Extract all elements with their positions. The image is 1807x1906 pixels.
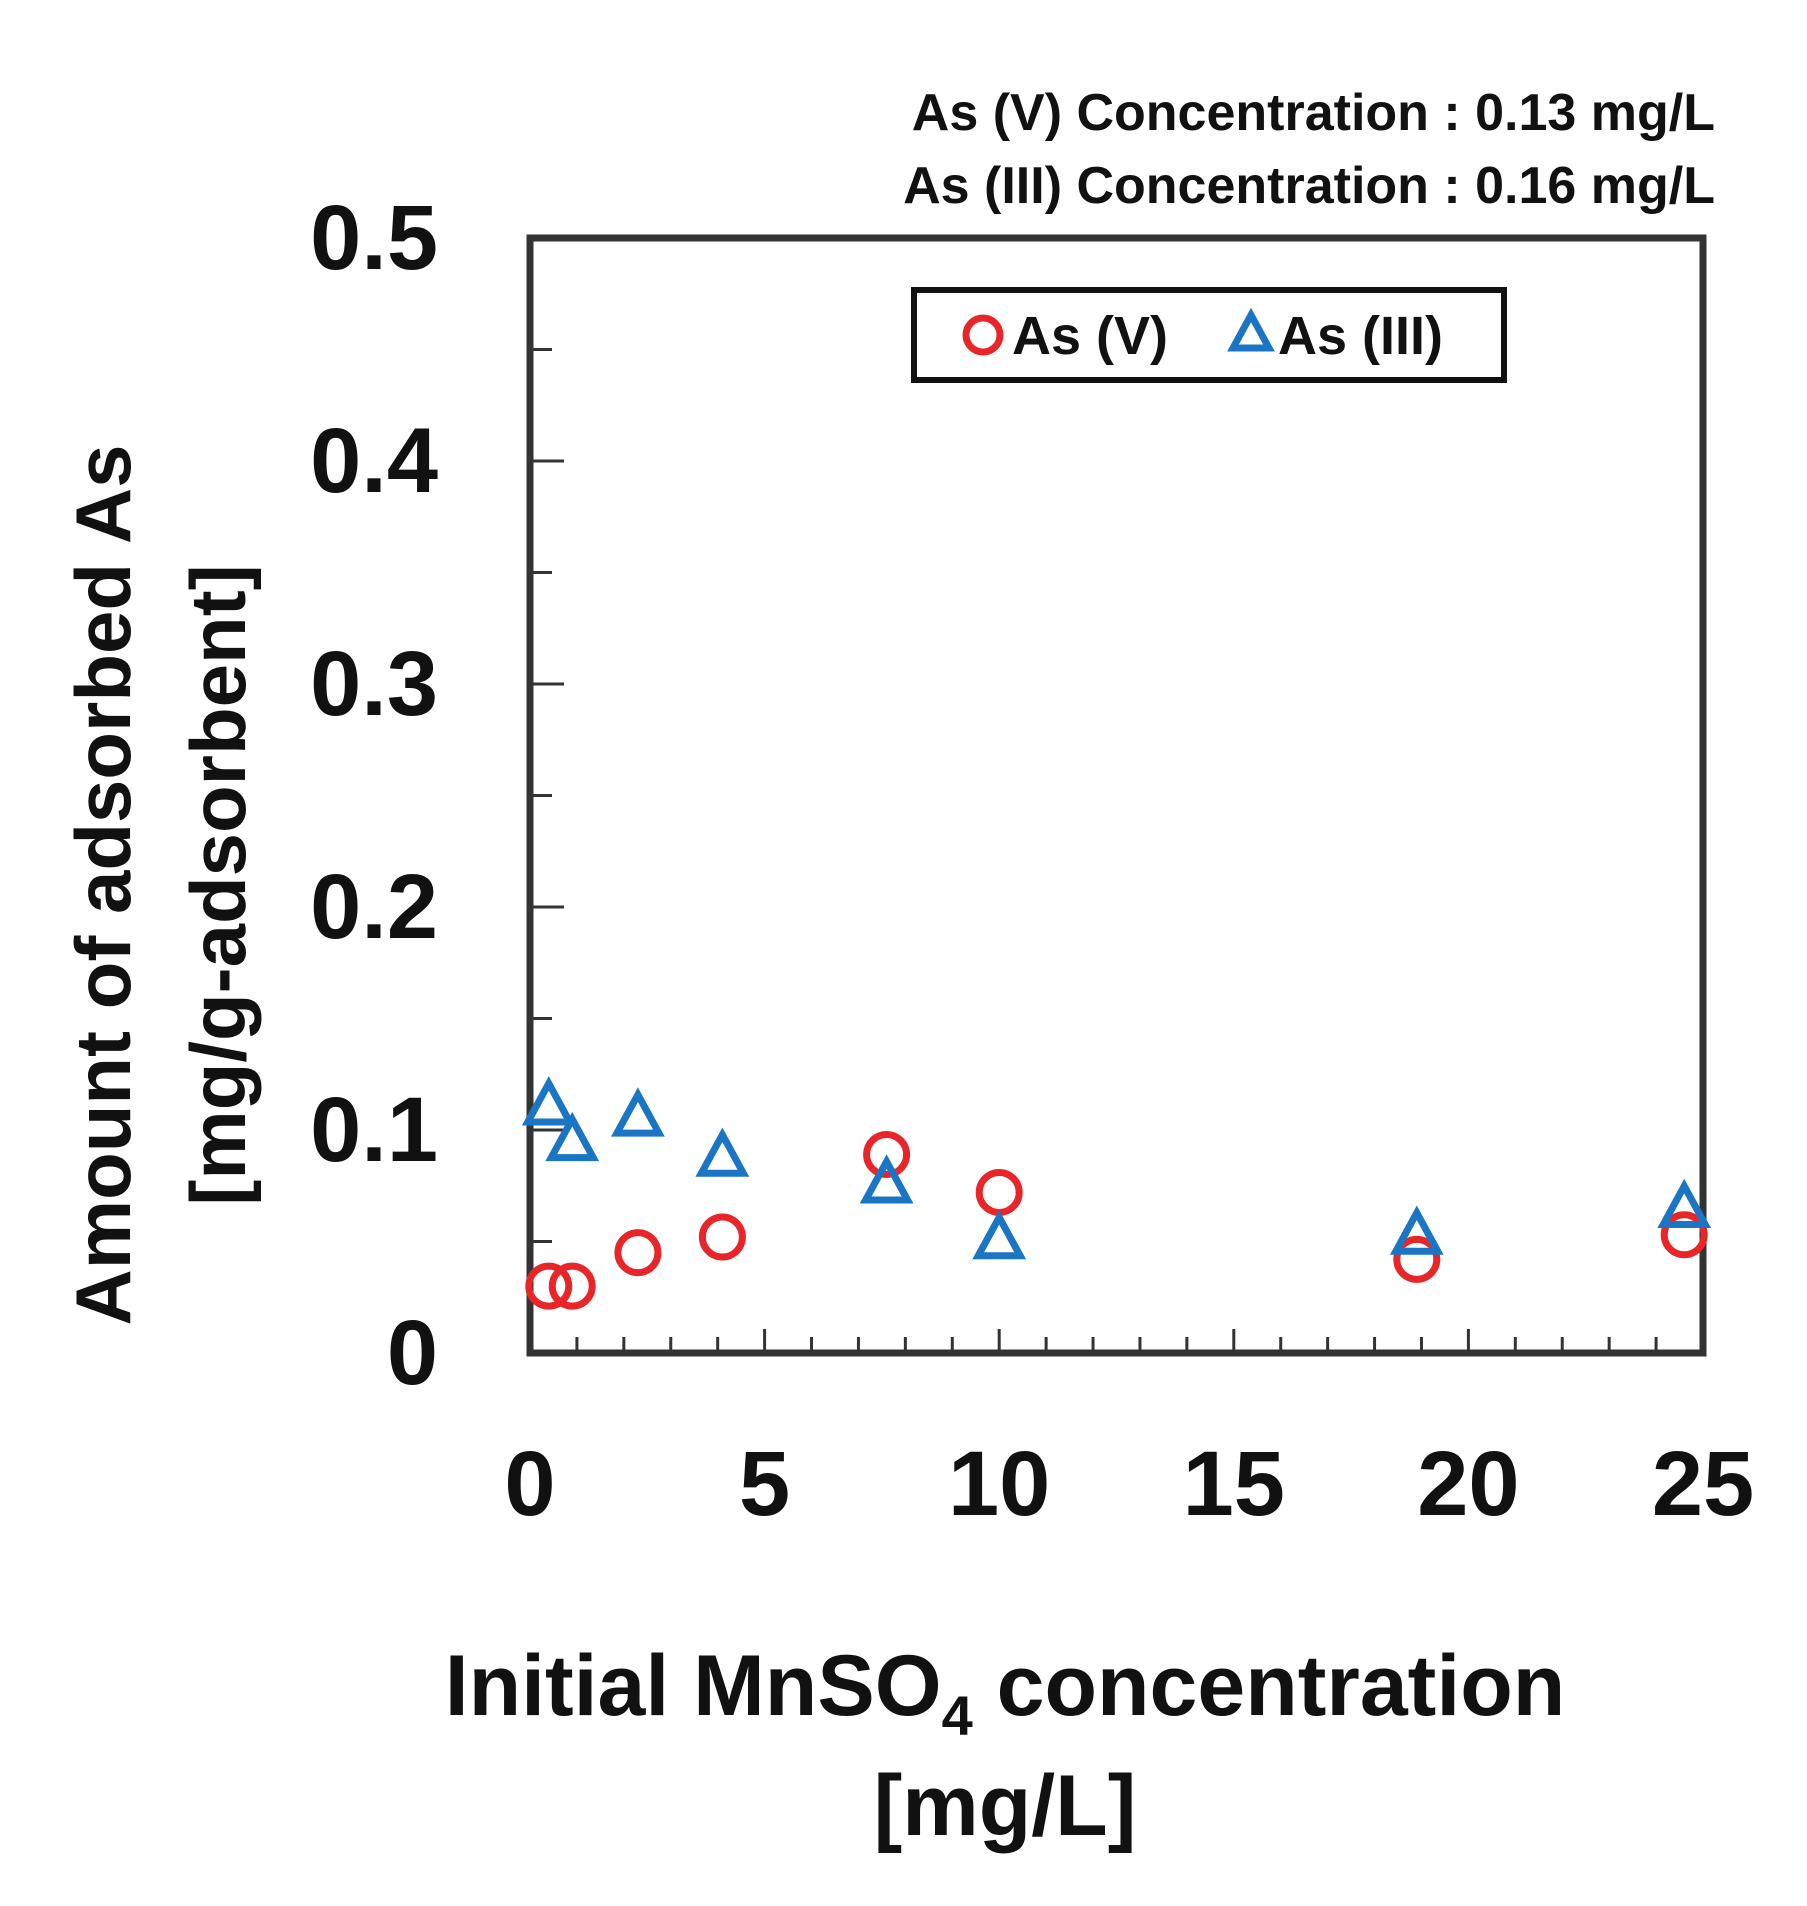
y-tick-label: 0.5: [310, 187, 438, 289]
point-as-iii: [972, 1209, 1027, 1260]
axis-ticks: 0 5 10 15 20 25 0 0.1 0.2 0.3 0.4 0.5: [310, 187, 1754, 1535]
y-tick-label: 0.2: [310, 856, 438, 958]
point-as-v: [1393, 1235, 1441, 1283]
point-as-iii: [695, 1127, 750, 1177]
x-tick-label: 25: [1652, 1433, 1754, 1535]
point-as-iii: [1657, 1178, 1712, 1229]
legend-as-iii-label: As (III): [1278, 306, 1443, 366]
y-tick-label: 0: [387, 1302, 438, 1404]
legend-as-v-marker: [962, 314, 1004, 356]
legend-as-iii-marker: [1227, 307, 1275, 352]
x-tick-label: 20: [1417, 1433, 1519, 1535]
point-as-v: [863, 1131, 911, 1179]
point-as-iii: [1389, 1205, 1444, 1255]
legend: As (V) As (III): [911, 287, 1507, 383]
point-as-iii: [545, 1111, 600, 1162]
point-as-v: [1660, 1211, 1708, 1259]
x-tick-label: 0: [504, 1433, 555, 1535]
legend-as-v-label: As (V): [1012, 306, 1168, 366]
annotation-as-v-concentration: As (V) Concentration : 0.13 mg/L: [912, 84, 1715, 142]
annotation-as-iii-concentration: As (III) Concentration : 0.16 mg/L: [903, 157, 1715, 215]
point-as-iii: [521, 1076, 576, 1126]
x-axis-title-pre: Initial MnSO: [445, 1638, 942, 1734]
point-as-v: [698, 1213, 746, 1261]
y-axis-title-line2: [mg/g-adsorbent]: [174, 564, 262, 1205]
x-axis-title-subscript: 4: [942, 1684, 973, 1747]
y-tick-label: 0.3: [310, 633, 438, 735]
y-tick-label: 0.4: [310, 410, 438, 512]
plot-frame: [526, 234, 1707, 1357]
point-as-v: [525, 1262, 573, 1310]
data-markers: [521, 1076, 1712, 1310]
point-as-v: [614, 1229, 662, 1277]
point-as-v: [975, 1168, 1023, 1216]
x-tick-label: 15: [1183, 1433, 1285, 1535]
x-tick-label: 5: [739, 1433, 790, 1535]
y-tick-label: 0.1: [310, 1079, 438, 1181]
x-tick-label: 10: [948, 1433, 1050, 1535]
x-axis-title-line2: [mg/L]: [874, 1758, 1137, 1854]
legend-box: [911, 287, 1507, 383]
point-as-v: [548, 1262, 596, 1310]
point-as-iii: [611, 1087, 665, 1137]
x-axis-title-post: concentration: [973, 1638, 1566, 1734]
y-axis-title-line1: Amount of adsorbed As: [59, 444, 147, 1325]
point-as-iii: [859, 1154, 914, 1204]
x-axis-title-line1: Initial MnSO4 concentration: [445, 1638, 1566, 1747]
